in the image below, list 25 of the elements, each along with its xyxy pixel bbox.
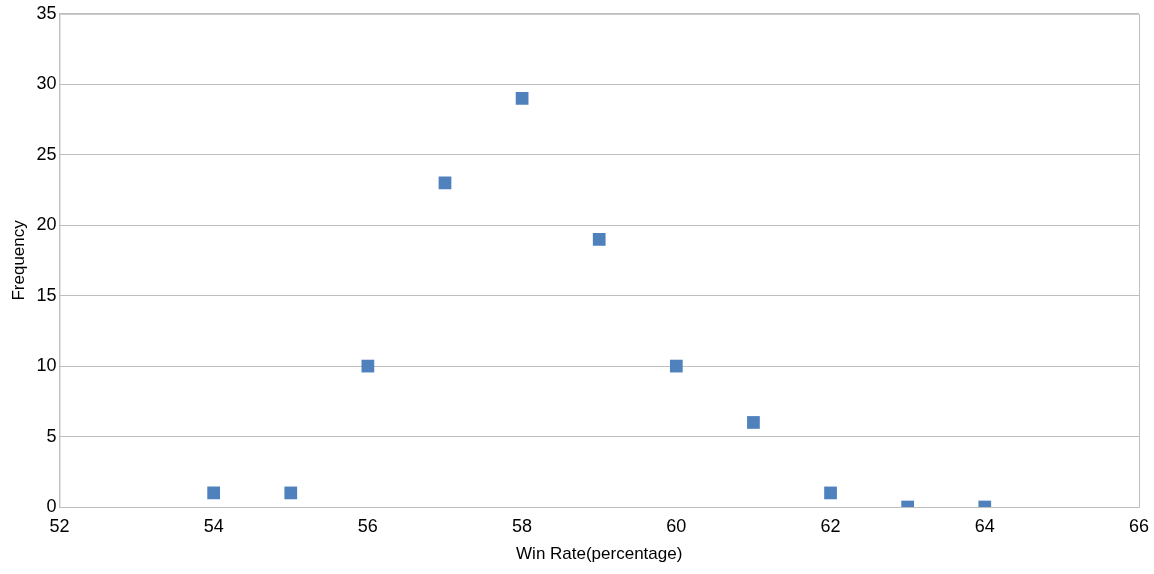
x-tick-label: 58 [512, 515, 533, 536]
y-tick-label: 5 [46, 425, 57, 446]
y-tick-label: 30 [36, 73, 57, 94]
point [592, 232, 606, 246]
x-tick-label: 64 [974, 515, 995, 536]
x-tick-label: 66 [1128, 515, 1150, 536]
x-tick-label: 56 [357, 515, 378, 536]
point [747, 416, 760, 429]
y-tick-label: 15 [36, 284, 57, 305]
y-tick-label: 10 [36, 355, 57, 376]
y-tick-label: 35 [36, 2, 57, 23]
x-axis-title: Win Rate(percentage) [516, 544, 683, 564]
y-axis-title: Frequency [8, 219, 28, 301]
y-tick-label: 25 [36, 143, 57, 164]
y-tick-label: 0 [46, 495, 57, 516]
point [669, 359, 683, 373]
y-tick-label: 20 [36, 214, 57, 235]
point [824, 486, 837, 500]
x-tick-label: 62 [820, 515, 841, 536]
x-tick-label: 60 [666, 515, 687, 536]
point [207, 486, 221, 500]
x-tick-label: 52 [49, 515, 70, 536]
point [284, 486, 298, 500]
point [515, 91, 529, 105]
x-tick-label: 54 [203, 515, 224, 536]
